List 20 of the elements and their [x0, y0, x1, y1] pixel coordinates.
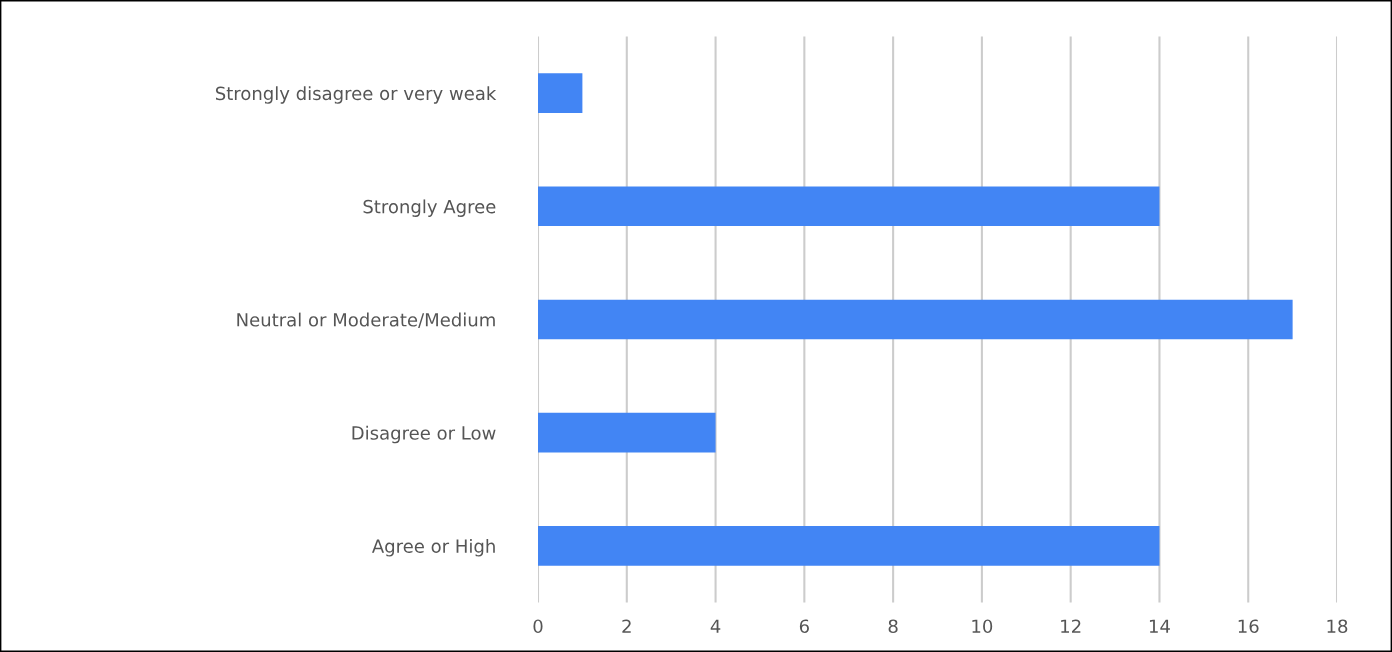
bar — [538, 73, 583, 113]
x-tick-label: 12 — [1061, 619, 1081, 633]
y-tick-label: Neutral or Moderate/Medium — [237, 312, 495, 329]
x-tick-label: 0 — [533, 619, 543, 634]
bar — [538, 412, 716, 453]
x-tick-label: 18 — [1327, 619, 1348, 634]
x-tick-label: 14 — [1149, 619, 1170, 633]
x-tick-label: 16 — [1238, 619, 1259, 634]
y-tick-label: Strongly Agree — [363, 199, 496, 217]
y-tick-label: Agree or High — [371, 538, 495, 557]
x-tick-label: 6 — [799, 619, 809, 634]
y-tick-label: Disagree or Low — [352, 425, 496, 444]
x-tick-label: 2 — [622, 619, 631, 633]
y-tick-label: Strongly disagree or very weak — [215, 86, 497, 104]
bar — [538, 299, 1293, 340]
x-tick-label: 8 — [888, 619, 898, 634]
x-tick-label: 10 — [972, 619, 993, 634]
bar — [538, 526, 1160, 566]
x-tick-label: 4 — [710, 619, 721, 633]
bar — [538, 186, 1160, 227]
